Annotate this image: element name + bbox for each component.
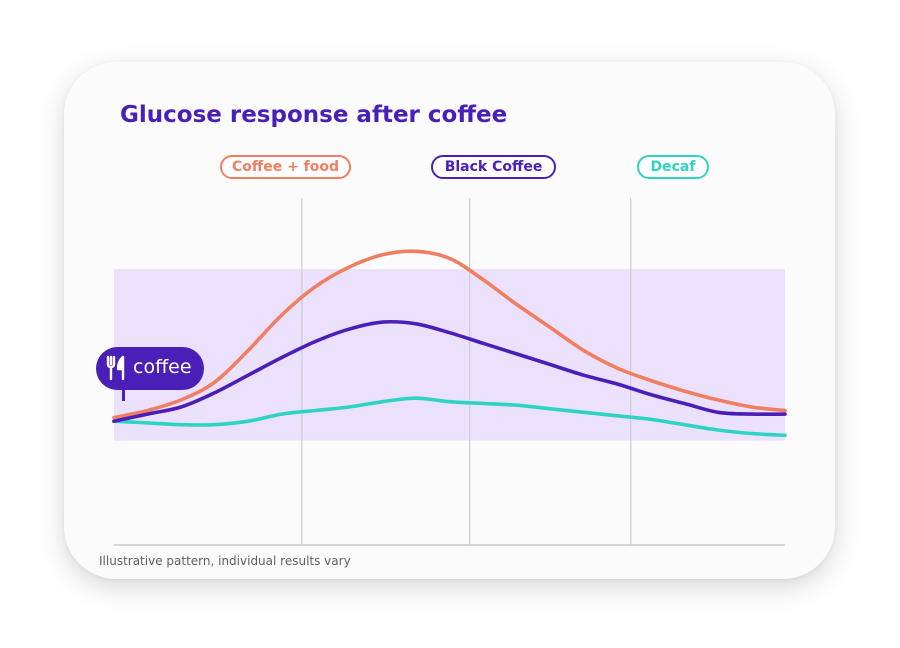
series-line-coffee-food — [112, 249, 787, 420]
chart-title: Glucose response after coffee — [120, 102, 508, 128]
legend-black-coffee: Black Coffee — [431, 155, 556, 179]
vertical-gridlines — [301, 198, 632, 545]
series-line-black-coffee — [112, 319, 787, 423]
series-line-decaf — [112, 396, 787, 438]
footnote: Illustrative pattern, individual results… — [99, 554, 351, 568]
target-range-band — [114, 269, 785, 441]
coffee-marker: coffee — [96, 347, 204, 390]
legend-coffee-food: Coffee + food — [220, 155, 351, 179]
coffee-marker-label: coffee — [133, 356, 192, 378]
series-lines — [112, 249, 787, 438]
legend-decaf: Decaf — [637, 155, 709, 179]
coffee-marker-stem — [122, 388, 125, 401]
fork-knife-icon — [106, 355, 125, 381]
